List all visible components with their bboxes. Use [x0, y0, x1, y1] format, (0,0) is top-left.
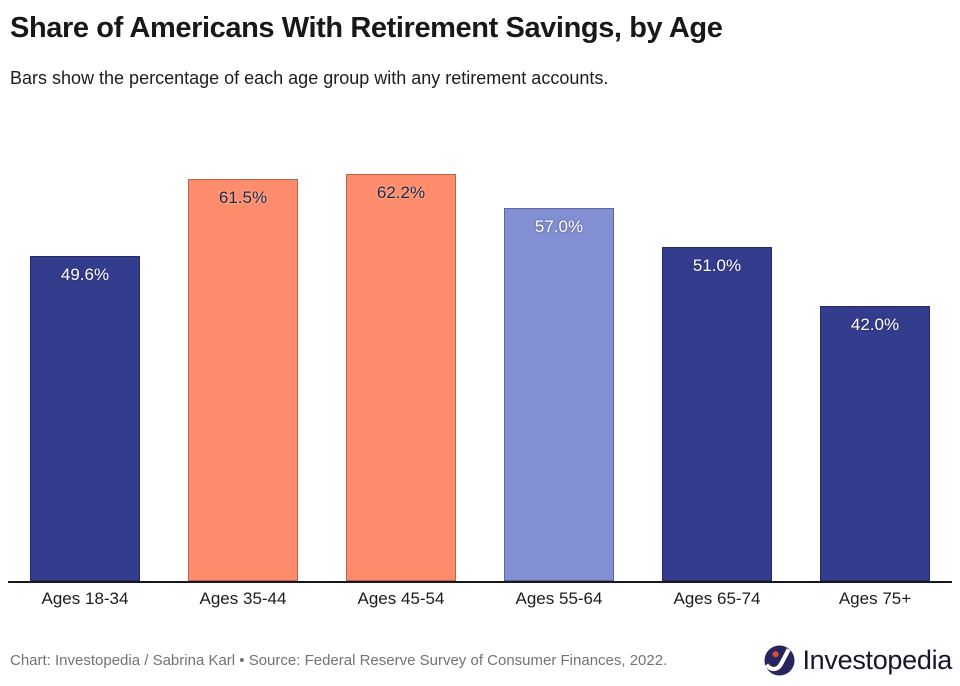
bar-value-label: 62.2% [376, 183, 426, 203]
bar-value-label: 57.0% [534, 217, 584, 237]
x-tick-label: Ages 45-54 [357, 589, 445, 608]
x-tick-label: Ages 55-64 [515, 589, 603, 608]
bar-value-label: 42.0% [850, 315, 900, 335]
bar-value-label: 61.5% [218, 187, 268, 207]
chart-subtitle: Bars show the percentage of each age gro… [10, 68, 609, 88]
investopedia-logo: Investopedia [764, 645, 952, 676]
chart-title: Share of Americans With Retirement Savin… [10, 12, 723, 44]
x-axis-line [8, 581, 952, 583]
logo-dot [773, 650, 780, 657]
x-tick-label: Ages 18-34 [41, 589, 129, 608]
bar-ages-55-64[interactable]: 57.0% [504, 208, 614, 581]
bar-ages-35-44[interactable]: 61.5% [188, 178, 298, 581]
bar-ages-45-54[interactable]: 62.2% [346, 174, 456, 581]
investopedia-logo-icon [764, 644, 795, 676]
bar-ages-75-[interactable]: 42.0% [820, 306, 930, 581]
bar-value-label: 51.0% [692, 256, 742, 276]
x-tick-label: Ages 35-44 [199, 589, 287, 608]
x-axis-tick-labels: Ages 18-34 Ages 35-44 Ages 45-54 Ages 55-64… [8, 589, 952, 609]
bar-plot-area: 49.6% 61.5% 62.2% 57.0% 51.0% 42.0% [8, 140, 952, 581]
bar-ages-18-34[interactable]: 49.6% [30, 256, 140, 581]
investopedia-wordmark: Investopedia [802, 644, 952, 675]
bar-ages-65-74[interactable]: 51.0% [662, 247, 772, 581]
x-tick-label: Ages 75+ [838, 589, 912, 608]
chart-footer: Chart: Investopedia / Sabrina Karl • Sou… [10, 638, 952, 682]
attribution-text: Chart: Investopedia / Sabrina Karl • Sou… [10, 651, 668, 669]
bar-value-label: 49.6% [60, 265, 110, 285]
x-tick-label: Ages 65-74 [673, 589, 761, 608]
